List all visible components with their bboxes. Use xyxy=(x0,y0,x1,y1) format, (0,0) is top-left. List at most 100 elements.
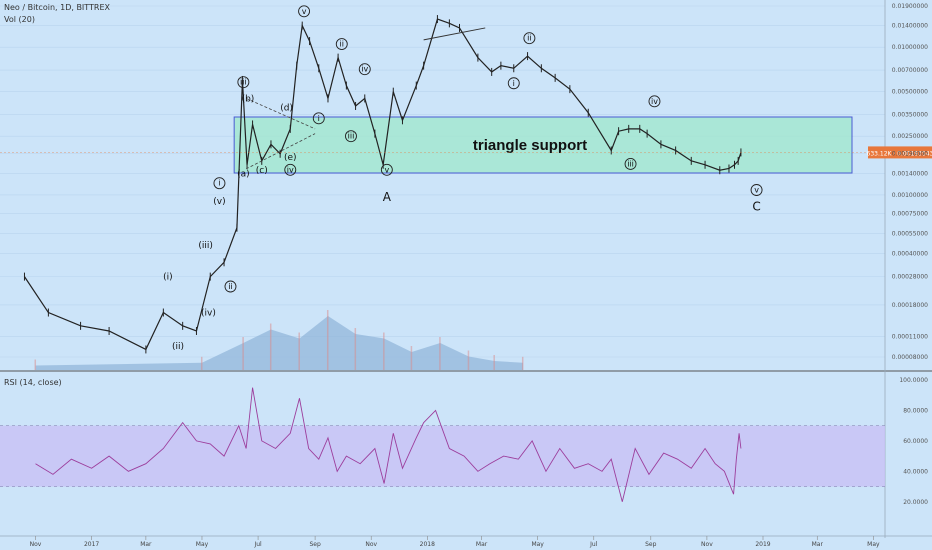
volume-bar xyxy=(467,350,470,370)
support-label: triangle support xyxy=(473,137,587,154)
wave-label: (iii) xyxy=(198,241,213,251)
wave-label-circle xyxy=(750,184,763,196)
rsi-indicator-label: RSI (14, close) xyxy=(4,378,62,387)
triangle-support-box xyxy=(233,116,853,174)
rsi-line xyxy=(35,387,742,502)
wave-label: (iv) xyxy=(201,309,216,319)
time-axis-label: Nov xyxy=(701,541,713,548)
price-axis-label: 0.01900000 xyxy=(892,3,928,10)
wave-label-circle xyxy=(213,177,226,190)
wave-label-circle xyxy=(507,77,520,90)
volume-bar xyxy=(242,337,244,370)
wave-label: ii xyxy=(340,40,344,49)
price-axis-label: 0.01000000 xyxy=(892,44,928,51)
time-axis-label: Mar xyxy=(476,541,488,548)
time-axis-label: 2017 xyxy=(84,541,99,548)
price-axis-label: 0.00018000 xyxy=(892,302,928,309)
rsi-axis-label: 20.0000 xyxy=(903,499,928,506)
wave-label: v xyxy=(302,7,307,16)
wave-label: iv xyxy=(361,65,368,74)
volume-bar xyxy=(439,337,441,370)
price-axis-label: 0.00190000 xyxy=(892,151,928,158)
wave-label: iii xyxy=(627,159,634,168)
wave-label-circle xyxy=(298,5,311,18)
volume-bar xyxy=(269,323,272,370)
volume-bar xyxy=(383,332,385,370)
wave-label: (a) xyxy=(237,169,250,179)
time-axis-label: Nov xyxy=(365,541,377,548)
triangle-upper-line xyxy=(245,98,316,130)
wave-label: A xyxy=(383,190,392,204)
wave-label-circle xyxy=(224,280,237,293)
wave-label: C xyxy=(752,200,760,214)
price-axis-label: 0.00075000 xyxy=(892,210,928,217)
wave-label: ii xyxy=(228,282,232,291)
time-axis-label: 2018 xyxy=(420,541,435,548)
wave-label-circle xyxy=(335,38,348,51)
time-axis-label: Jul xyxy=(253,541,262,548)
wave-label-circle xyxy=(380,163,393,176)
rsi-axis-label: 60.0000 xyxy=(903,438,928,445)
wave-label-circle xyxy=(624,158,637,170)
wave-label-circle xyxy=(648,95,661,108)
time-axis-label: May xyxy=(531,541,544,548)
price-axis-label: 0.00700000 xyxy=(892,67,928,74)
rsi-axis-label: 100.0000 xyxy=(899,377,928,384)
volume-bar xyxy=(410,346,413,370)
price-axis-label: 0.00028000 xyxy=(892,274,928,281)
rsi-band xyxy=(0,425,885,487)
time-axis-label: May xyxy=(867,541,880,548)
volume-bar xyxy=(34,359,37,370)
wave-label-circle xyxy=(523,32,536,45)
trendline xyxy=(423,27,486,41)
price-tag-text: 633.12K · 0.00193543 xyxy=(867,150,932,157)
price-axis-label: 0.00011000 xyxy=(892,334,928,341)
wave-label-circle xyxy=(358,63,371,76)
price-axis-label: 0.00008000 xyxy=(892,354,928,361)
wave-label: (v) xyxy=(213,197,225,207)
wave-label: i xyxy=(218,179,220,188)
time-axis-label: Sep xyxy=(645,541,657,548)
rsi-axis-label: 80.0000 xyxy=(903,407,928,414)
wave-label: iv xyxy=(287,165,294,174)
wave-label: iv xyxy=(651,97,658,106)
wave-label: (ii) xyxy=(172,342,184,352)
price-axis-label: 0.01400000 xyxy=(892,23,928,30)
wave-label: (e) xyxy=(284,153,297,163)
time-axis-label: 2019 xyxy=(755,541,770,548)
time-axis-label: May xyxy=(196,541,209,548)
price-axis-label: 0.00100000 xyxy=(892,192,928,199)
wave-label: iii xyxy=(348,132,355,141)
price-axis-label: 0.00350000 xyxy=(892,112,928,119)
triangle-lower-line xyxy=(245,133,316,170)
wave-label: (c) xyxy=(256,166,268,176)
wave-label: v xyxy=(384,165,389,174)
symbol-label: Neo / Bitcoin, 1D, BITTREX xyxy=(4,3,111,12)
wave-label: i xyxy=(513,79,515,88)
price-axis-label: 0.00055000 xyxy=(892,230,928,237)
time-axis-label: Mar xyxy=(140,541,152,548)
time-axis-label: Sep xyxy=(309,541,321,548)
wave-label-circle xyxy=(237,76,250,89)
price-axis-label: 0.00500000 xyxy=(892,89,928,96)
wave-label: ii xyxy=(527,34,531,43)
time-axis-label: Mar xyxy=(812,541,824,548)
volume-bar xyxy=(493,355,495,370)
time-axis-label: Jul xyxy=(589,541,598,548)
volume-bar xyxy=(200,356,203,370)
volume-area xyxy=(35,316,523,370)
wave-label-circle xyxy=(312,112,325,125)
volume-bar xyxy=(298,332,300,370)
price-axis-label: 0.00040000 xyxy=(892,251,928,258)
volume-bar xyxy=(326,310,329,370)
wave-label: i xyxy=(318,114,320,123)
volume-bar xyxy=(521,356,524,370)
wave-label: v xyxy=(754,185,759,194)
wave-label: iii xyxy=(240,78,247,87)
price-axis-label: 0.00250000 xyxy=(892,133,928,140)
price-axis-label: 0.00140000 xyxy=(892,170,928,177)
wave-label: (d) xyxy=(280,104,293,114)
wave-label-circle xyxy=(284,163,297,176)
